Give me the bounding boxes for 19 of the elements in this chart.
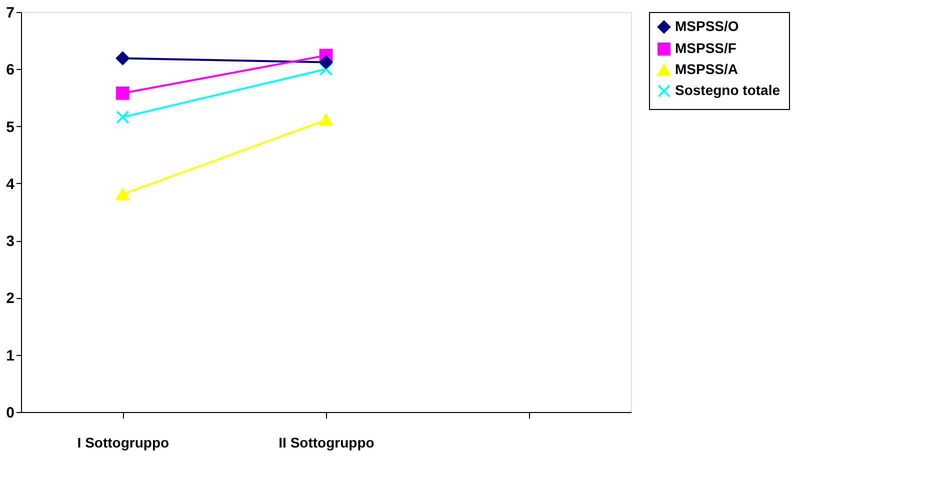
y-tick-label: 1 [6, 347, 14, 364]
point [116, 86, 130, 100]
y-tick-label: 4 [6, 176, 16, 193]
point [116, 52, 130, 65]
point [116, 110, 130, 124]
y-tick-label: 5 [6, 118, 14, 136]
point [319, 56, 333, 69]
x-tick-label: II Sottogruppo [278, 434, 374, 450]
x-tick-label: I Sottogruppo [77, 434, 170, 450]
legend-label: Sostegno totale [675, 82, 780, 98]
y-tick-label: 6 [6, 62, 14, 79]
y-tick-label: 2 [6, 290, 14, 308]
y-tick-label: 7 [6, 4, 14, 22]
legend-label: MSPSS/O [675, 18, 739, 34]
point [319, 62, 333, 76]
y-tick-label: 0 [6, 404, 14, 422]
legend-label: MSPSS/F [675, 40, 737, 56]
legend-label: MSPSS/A [675, 61, 738, 77]
y-tick-label: 3 [6, 233, 14, 250]
